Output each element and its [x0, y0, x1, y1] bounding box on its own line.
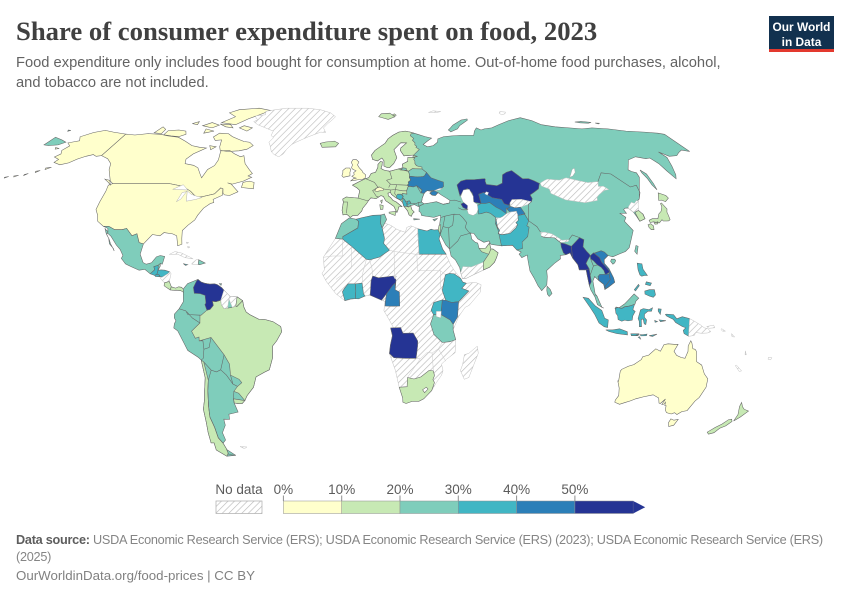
svg-text:No data: No data — [215, 482, 263, 497]
svg-text:50%: 50% — [561, 482, 588, 497]
svg-text:30%: 30% — [445, 482, 472, 497]
svg-text:20%: 20% — [386, 482, 413, 497]
svg-text:0%: 0% — [274, 482, 294, 497]
svg-text:10%: 10% — [328, 482, 355, 497]
svg-text:40%: 40% — [503, 482, 530, 497]
